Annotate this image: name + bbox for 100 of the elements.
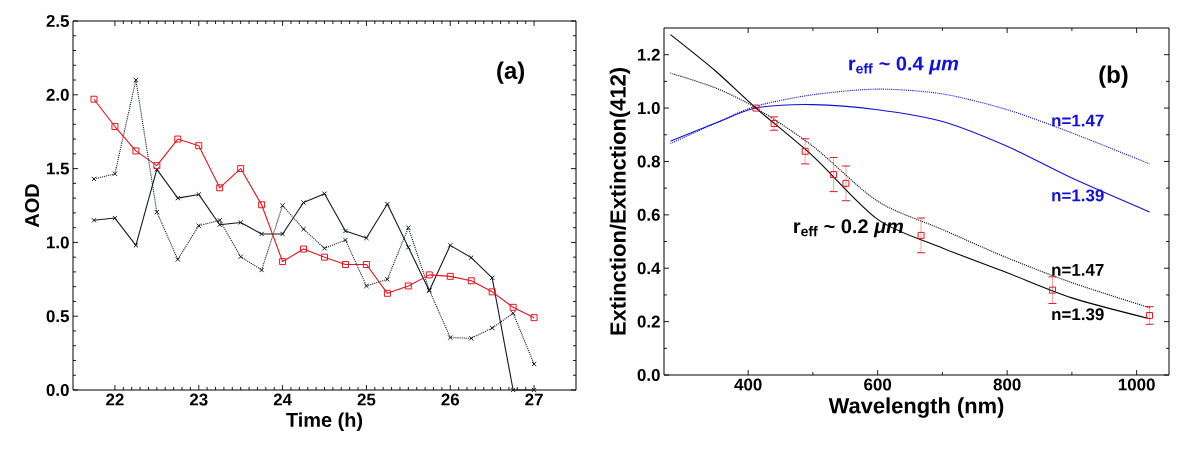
point [196,191,202,198]
point [363,235,370,241]
x-tick-label: 24 [273,393,292,406]
x-tick-label: 1000 [1118,378,1155,391]
y-tick-label: 0.0 [46,384,69,396]
point [342,237,349,243]
annotation: (a) [497,61,525,84]
point [112,171,118,177]
point [175,195,181,201]
point [237,165,245,173]
point [530,314,538,322]
point [91,176,97,182]
x-tick-label: 400 [734,378,762,391]
point [752,104,760,112]
point [383,289,391,297]
point [341,261,349,269]
point [405,225,411,231]
point [447,242,453,248]
point [196,223,202,229]
y-tick-label: 0.6 [637,208,660,221]
point [801,147,809,155]
point [90,95,98,103]
line-series [669,34,1151,320]
point [133,242,139,248]
point [510,387,516,393]
point [384,201,390,207]
point [216,184,224,192]
point [468,254,474,261]
point [153,162,161,170]
x-tick-label: 26 [441,393,460,406]
point [238,219,244,226]
point [404,282,412,290]
point [830,171,838,179]
y-tick-label: 0.8 [637,155,660,168]
y-tick-label: 1.5 [47,162,70,175]
x-axis-title: Time (h) [286,412,363,431]
point [425,271,433,279]
point [195,142,203,150]
point [531,361,537,367]
x-tick-label: 22 [106,393,124,406]
point [154,166,160,172]
point [447,334,453,341]
y-axis-title: AOD [24,184,40,228]
annotation: (b) [1099,65,1128,88]
series-label: n=1.39 [1052,189,1104,202]
x-tick-label: 25 [357,393,376,406]
point [175,256,181,262]
point [842,179,850,187]
point [384,276,390,282]
point [770,120,778,128]
point [259,231,265,237]
point [300,226,307,232]
series-label: n=1.47 [1052,264,1104,276]
point [111,123,119,131]
point [238,254,244,260]
point [342,228,349,234]
y-tick-label: 2.5 [46,15,70,27]
point [917,231,925,239]
point [321,245,328,251]
y-tick-label: 0.4 [637,262,661,275]
annotation: r$_{eff}$ ~ 0.2 μm [794,219,903,238]
point [132,147,140,155]
x-axis-title: Wavelength (nm) [828,397,1004,418]
point [217,222,223,228]
point [258,201,266,209]
series-label: n=1.47 [1052,114,1104,127]
point [510,310,516,316]
point [279,202,286,209]
x-tick-label: 800 [993,378,1021,391]
point [363,283,370,289]
point [509,303,517,311]
point [446,272,454,280]
point [133,77,139,83]
x-tick-label: 27 [525,393,543,406]
point [259,267,265,273]
point [1146,311,1154,319]
point [489,325,495,331]
point [321,253,328,261]
point [467,277,475,285]
x-tick-label: 23 [189,393,208,406]
y-tick-label: 1.2 [638,48,660,61]
point [174,135,182,143]
y-axis-title: Extinction/Extinction(412) [609,68,631,335]
series-label: n=1.39 [1052,308,1104,321]
point [488,288,496,296]
point [217,217,223,223]
point [279,258,287,266]
y-tick-label: 1.0 [638,102,660,115]
x-tick-label: 600 [864,378,892,391]
point [321,191,328,197]
point [154,209,160,215]
point [300,245,308,253]
point [489,275,495,281]
annotation: r$_{eff}$ ~ 0.4 μm [849,56,959,75]
point [362,261,370,269]
y-tick-label: 1.0 [47,236,69,249]
y-tick-label: 0.5 [46,310,70,323]
point [468,335,474,341]
point [112,215,118,221]
point [405,244,411,250]
